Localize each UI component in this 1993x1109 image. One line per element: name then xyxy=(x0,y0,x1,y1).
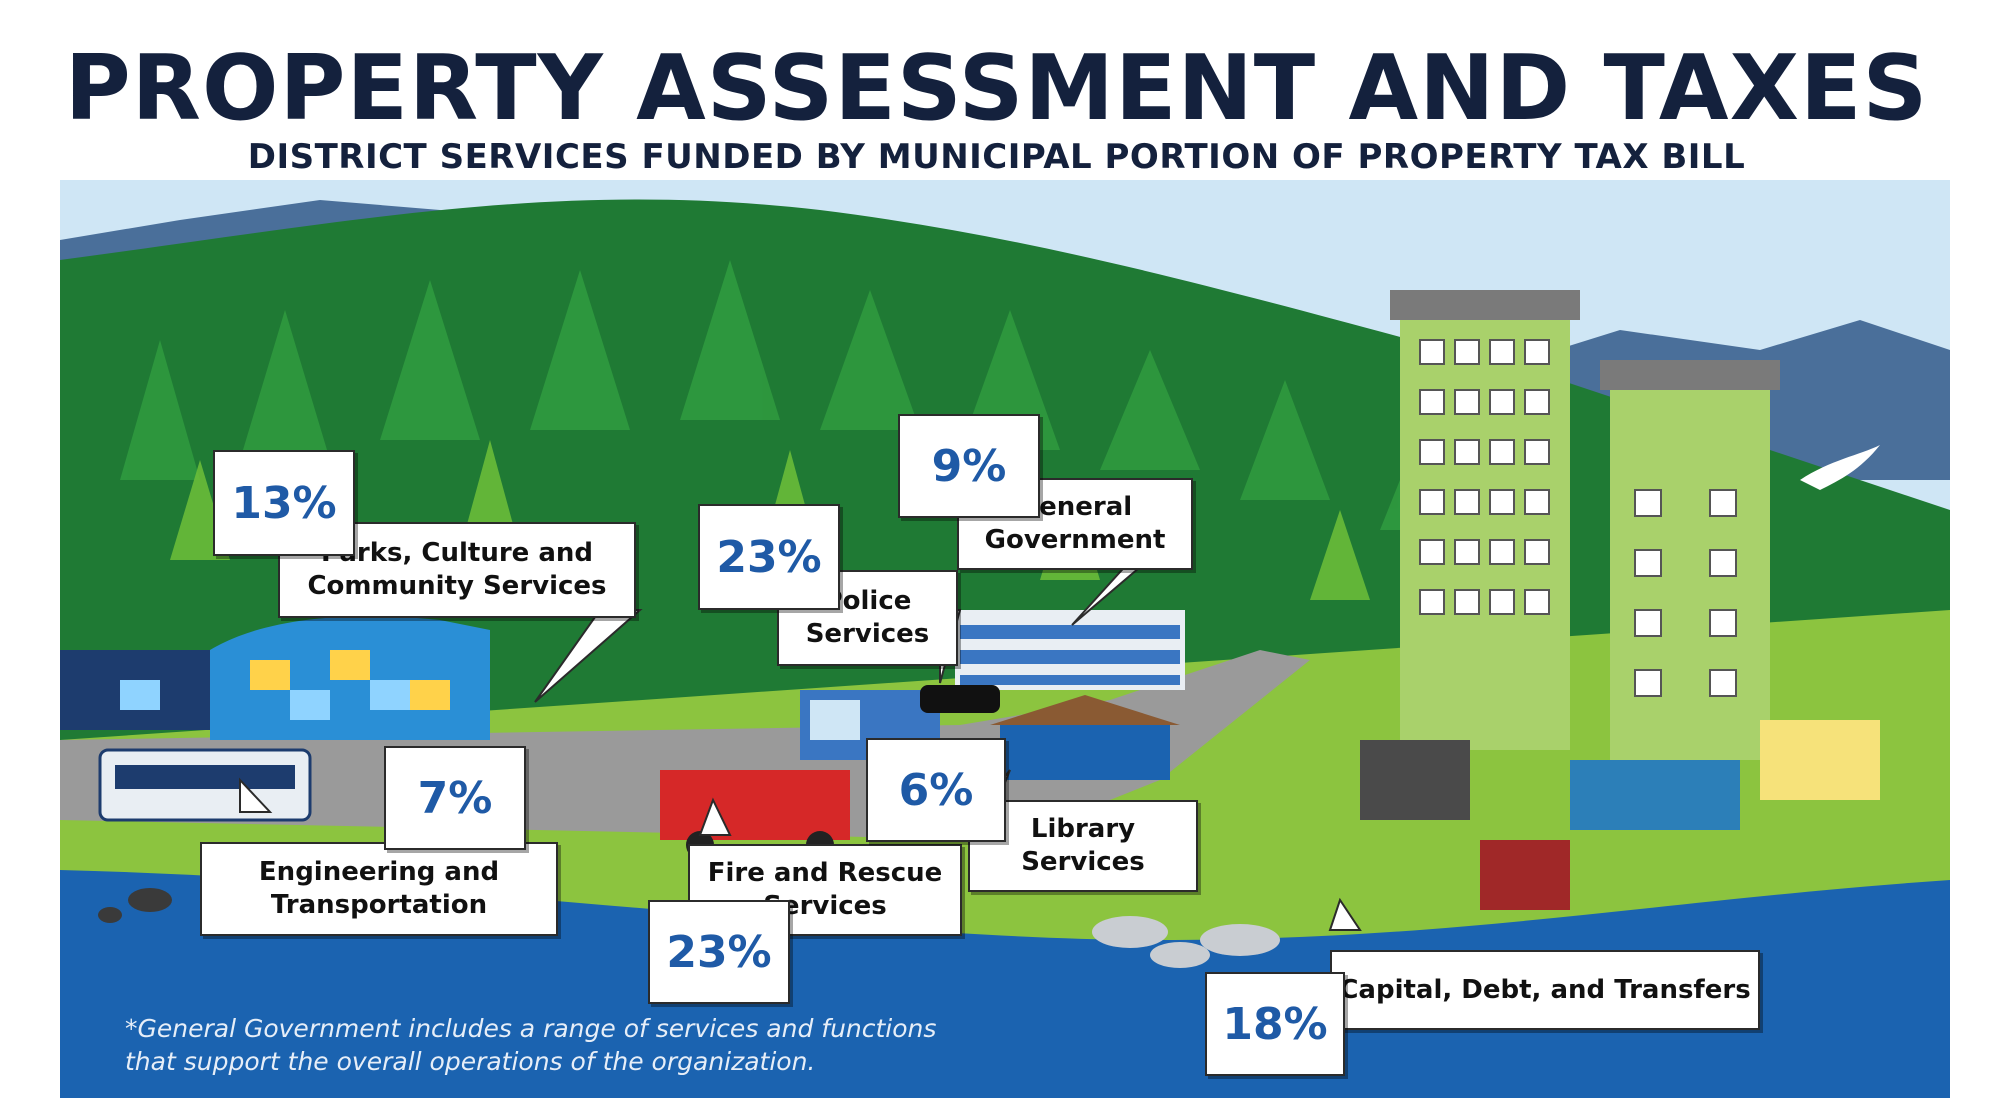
parks-label: Parks, Culture and Community Services xyxy=(307,538,607,601)
library-label-box: Library Services xyxy=(968,800,1198,892)
house-yellow xyxy=(1760,720,1880,800)
seagull xyxy=(1800,445,1880,490)
fire-percent: 23% xyxy=(666,926,772,978)
library-building xyxy=(1000,725,1170,780)
fire-percent-box: 23% xyxy=(648,900,790,1004)
house-grey xyxy=(1360,740,1470,820)
engineering-percent: 7% xyxy=(417,772,493,824)
general-percent-box: 9% xyxy=(898,414,1040,518)
fire-truck xyxy=(660,770,850,840)
police-percent: 23% xyxy=(716,531,822,583)
house-blue xyxy=(1570,760,1740,830)
police-percent-box: 23% xyxy=(698,504,840,610)
general-percent: 9% xyxy=(931,440,1007,492)
general-label-box: General Government xyxy=(957,478,1193,570)
library-percent-box: 6% xyxy=(866,738,1006,842)
engineering-label-box: Engineering and Transportation xyxy=(200,842,558,936)
parks-label-box: Parks, Culture and Community Services xyxy=(278,522,636,618)
capital-label: Capital, Debt, and Transfers xyxy=(1339,974,1751,1005)
capital-percent: 18% xyxy=(1222,998,1328,1050)
capital-label-box: Capital, Debt, and Transfers xyxy=(1330,950,1760,1030)
parks-percent: 13% xyxy=(231,477,337,529)
house-red xyxy=(1480,840,1570,910)
page-subtitle: DISTRICT SERVICES FUNDED BY MUNICIPAL PO… xyxy=(247,137,1746,177)
police-car xyxy=(920,685,1000,713)
library-label: Library Services xyxy=(1021,814,1145,877)
engineering-label: Engineering and Transportation xyxy=(258,857,500,920)
fire-label: Fire and Rescue Services xyxy=(707,858,943,921)
capital-percent-box: 18% xyxy=(1205,972,1345,1076)
apartment-tower-1 xyxy=(1400,310,1570,750)
parks-percent-box: 13% xyxy=(213,450,355,556)
page-title: PROPERTY ASSESSMENT AND TAXES xyxy=(64,36,1929,141)
library-percent: 6% xyxy=(898,764,974,816)
engineering-percent-box: 7% xyxy=(384,746,526,850)
footnote: *General Government includes a range of … xyxy=(125,1014,937,1076)
